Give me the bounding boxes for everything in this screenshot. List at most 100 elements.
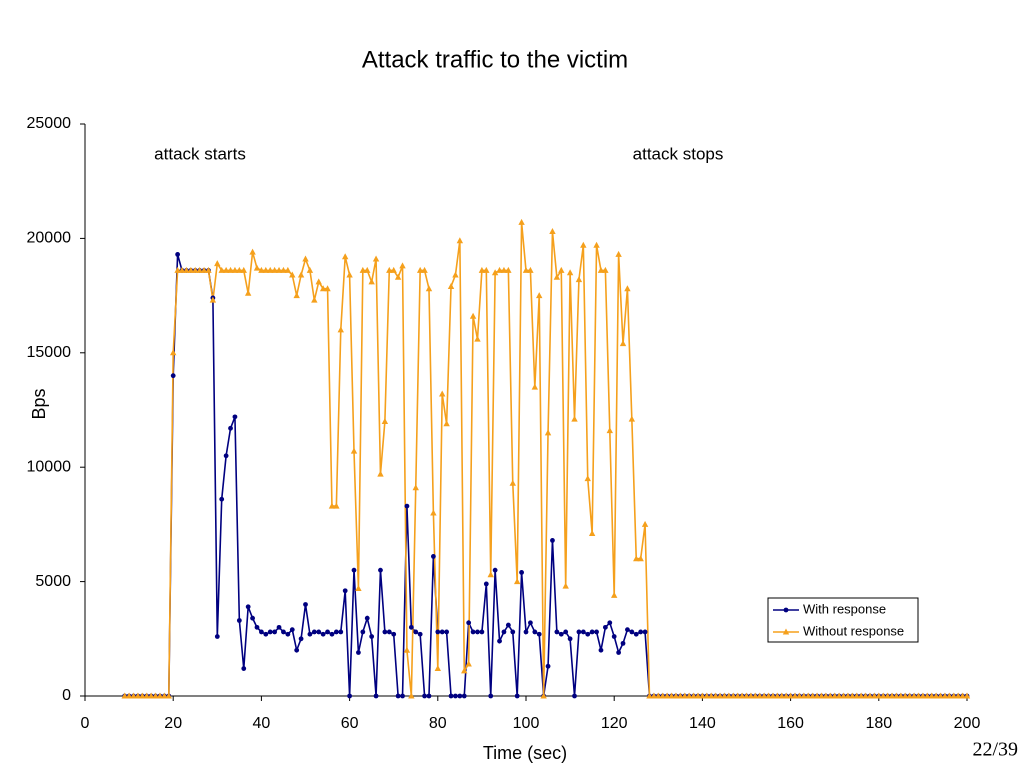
marker: [390, 266, 397, 273]
marker: [523, 629, 529, 635]
marker: [461, 667, 468, 674]
marker: [373, 693, 379, 699]
marker: [532, 629, 538, 635]
marker: [170, 373, 176, 379]
marker: [134, 692, 142, 699]
marker: [641, 520, 649, 527]
marker: [954, 692, 962, 699]
marker: [316, 629, 322, 635]
y-tick-label: 20000: [27, 230, 72, 247]
marker: [165, 692, 172, 699]
marker: [536, 292, 543, 299]
marker: [611, 591, 618, 598]
marker: [227, 266, 234, 273]
marker: [588, 530, 596, 537]
marker: [633, 631, 639, 637]
marker: [333, 502, 340, 509]
marker: [430, 509, 437, 516]
x-tick-label: 0: [81, 715, 90, 732]
marker: [347, 693, 352, 699]
marker: [152, 692, 159, 699]
marker: [831, 692, 838, 699]
marker: [479, 629, 485, 635]
marker: [624, 285, 631, 292]
marker: [563, 629, 569, 635]
chart-title: Attack traffic to the victim: [362, 46, 628, 73]
marker: [421, 266, 428, 273]
marker: [253, 264, 261, 271]
x-tick-label: 60: [341, 715, 359, 732]
marker: [580, 241, 587, 248]
marker: [809, 692, 816, 699]
marker: [399, 262, 406, 269]
marker: [408, 692, 415, 699]
marker: [840, 692, 847, 699]
marker: [562, 582, 569, 589]
marker: [284, 266, 292, 273]
marker: [708, 692, 715, 699]
marker: [544, 429, 552, 436]
marker: [170, 349, 177, 356]
marker: [276, 624, 282, 630]
marker: [416, 266, 424, 273]
marker: [377, 470, 384, 477]
marker: [174, 266, 181, 273]
marker: [457, 693, 463, 699]
marker: [550, 538, 555, 543]
marker: [862, 692, 869, 699]
marker: [368, 278, 375, 285]
marker: [571, 415, 578, 422]
marker: [783, 607, 789, 613]
marker: [787, 692, 794, 699]
marker: [183, 266, 190, 273]
marker: [435, 629, 441, 635]
marker: [796, 692, 803, 699]
marker: [752, 692, 759, 699]
marker: [857, 692, 865, 699]
marker: [426, 693, 432, 699]
marker: [223, 453, 229, 459]
x-tick-label: 120: [601, 715, 628, 732]
marker: [594, 629, 599, 635]
marker: [328, 502, 336, 509]
marker: [475, 629, 480, 635]
marker: [391, 631, 397, 637]
marker: [694, 692, 702, 699]
x-tick-label: 80: [429, 715, 447, 732]
marker: [910, 692, 918, 699]
legend-box: [767, 597, 919, 643]
marker: [567, 636, 573, 642]
x-tick-label: 200: [954, 715, 981, 732]
marker: [778, 692, 785, 699]
marker: [355, 584, 362, 591]
marker: [730, 692, 737, 699]
marker: [871, 692, 878, 699]
marker: [602, 266, 609, 273]
marker: [285, 631, 291, 637]
marker: [125, 692, 133, 699]
marker: [950, 692, 957, 699]
marker: [800, 692, 808, 699]
marker: [267, 266, 274, 273]
marker: [447, 282, 455, 289]
marker: [386, 629, 392, 635]
marker: [835, 692, 843, 699]
marker: [263, 631, 269, 637]
marker: [178, 266, 186, 273]
marker: [880, 692, 887, 699]
marker: [738, 692, 746, 699]
marker: [254, 624, 260, 630]
marker: [175, 252, 181, 257]
marker: [337, 326, 344, 333]
marker: [386, 266, 393, 273]
marker: [369, 634, 375, 639]
marker: [919, 692, 927, 699]
marker: [470, 629, 476, 635]
marker: [325, 629, 330, 635]
marker: [147, 692, 155, 699]
marker: [531, 383, 539, 390]
marker: [143, 692, 150, 699]
marker: [259, 629, 264, 635]
marker: [320, 631, 326, 637]
marker: [297, 271, 305, 278]
